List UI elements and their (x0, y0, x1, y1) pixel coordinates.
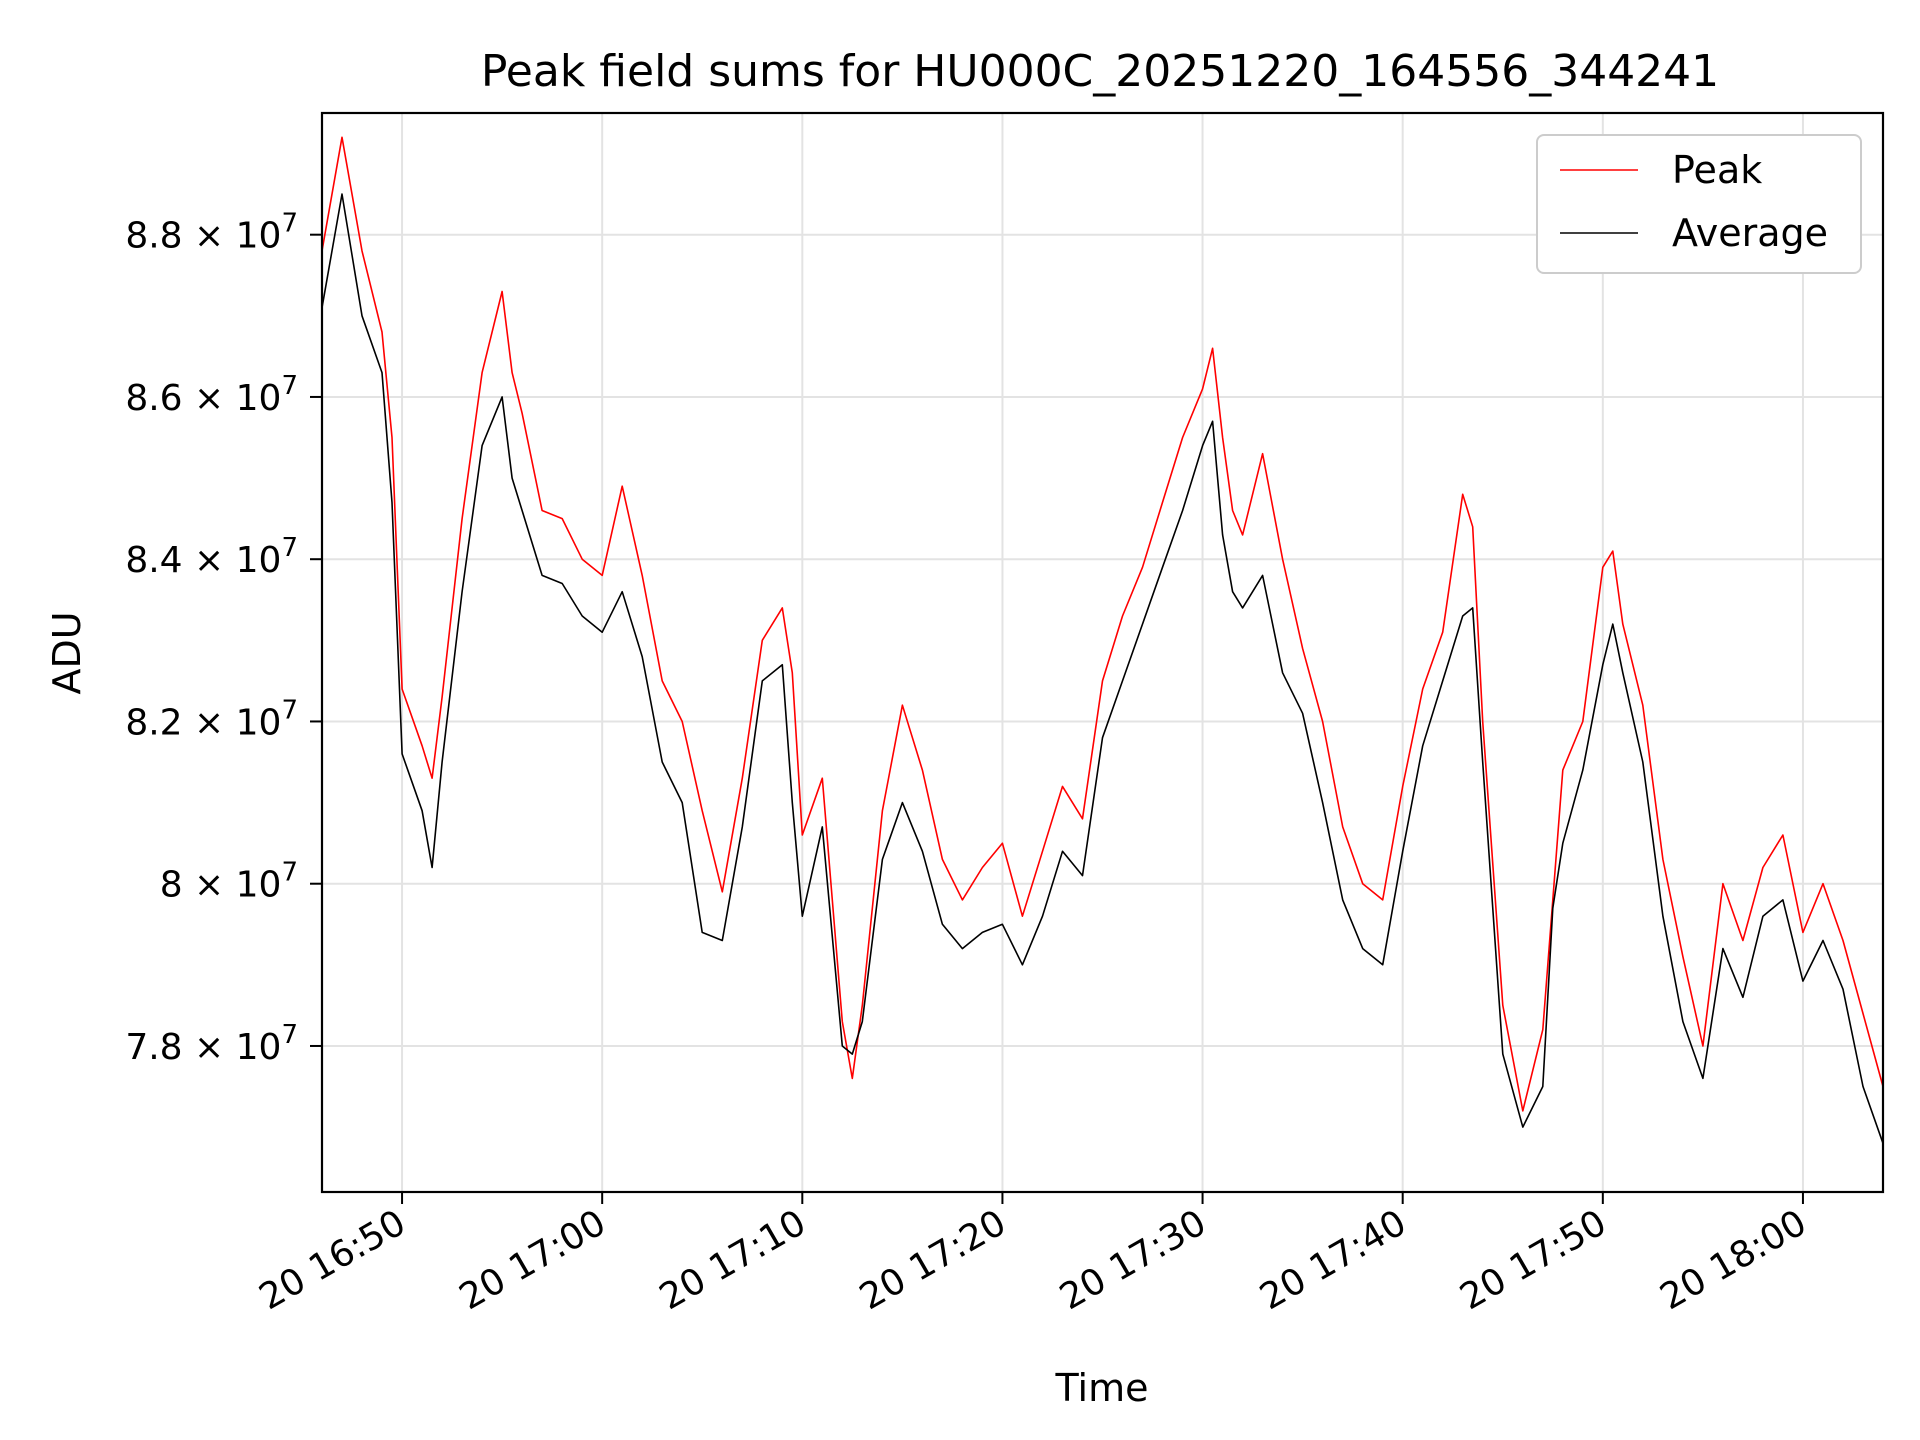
y-axis-label: ADU (45, 611, 89, 694)
y-tick-label: 8.4 × 107 (125, 533, 298, 581)
x-axis-label: Time (1055, 1366, 1149, 1410)
legend: Peak Average (1536, 134, 1862, 274)
gridlines (322, 113, 1883, 1192)
chart-title: Peak field sums for HU000C_20251220_1645… (481, 46, 1719, 97)
legend-average-label: Average (1672, 211, 1828, 255)
series-average-line (321, 193, 1884, 1144)
y-tick-label: 8 × 107 (160, 858, 298, 906)
y-axis: 7.8 × 107 8 × 107 8.2 × 107 8.4 × 107 8.6 × … (125, 209, 322, 1068)
series-group (321, 136, 1884, 1144)
y-tick-label: 7.8 × 107 (125, 1020, 298, 1068)
y-tick-label: 8.2 × 107 (125, 695, 298, 743)
plot-frame (320, 111, 1885, 1194)
series-peak-line (321, 136, 1884, 1112)
legend-peak-label: Peak (1672, 148, 1762, 192)
y-tick-label: 8.8 × 107 (125, 209, 298, 257)
y-tick-label: 8.6 × 107 (125, 371, 298, 419)
